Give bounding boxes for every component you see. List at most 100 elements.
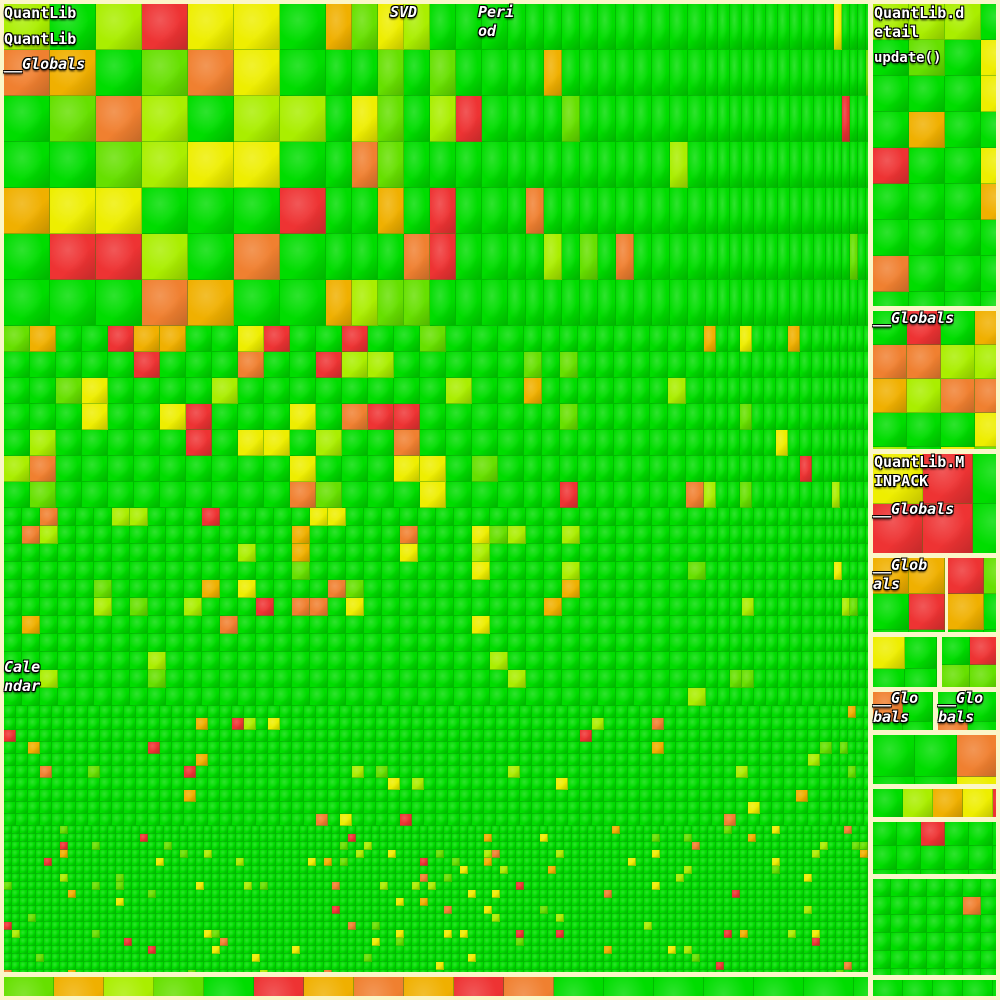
treemap-cell[interactable] — [650, 404, 668, 430]
treemap-cell[interactable] — [556, 742, 568, 754]
treemap-cell[interactable] — [428, 930, 436, 938]
treemap-cell[interactable] — [112, 802, 124, 814]
treemap-cell[interactable] — [812, 938, 820, 946]
treemap-cell[interactable] — [712, 730, 724, 742]
treemap-cell[interactable] — [548, 874, 556, 882]
treemap-cell[interactable] — [202, 598, 220, 616]
treemap-cell[interactable] — [764, 842, 772, 850]
treemap-cell[interactable] — [292, 938, 300, 946]
treemap-cell[interactable] — [969, 822, 993, 846]
treemap-cell[interactable] — [396, 858, 404, 866]
treemap-cell[interactable] — [292, 688, 310, 706]
treemap-cell[interactable] — [382, 508, 400, 526]
treemap-cell[interactable] — [484, 858, 492, 866]
treemap-cell[interactable] — [428, 866, 436, 874]
treemap-cell[interactable] — [208, 778, 220, 790]
treemap-cell[interactable] — [572, 826, 580, 834]
treemap-cell[interactable] — [420, 352, 446, 378]
treemap-cell[interactable] — [804, 834, 812, 842]
treemap-cell[interactable] — [728, 352, 740, 378]
treemap-cell[interactable] — [644, 874, 652, 882]
treemap-cell[interactable] — [154, 977, 204, 996]
treemap-cell[interactable] — [676, 814, 688, 826]
treemap-cell[interactable] — [444, 946, 452, 954]
treemap-cell[interactable] — [802, 508, 814, 526]
treemap-cell[interactable] — [580, 946, 588, 954]
treemap-cell[interactable] — [202, 634, 220, 652]
treemap-cell[interactable] — [40, 544, 58, 562]
treemap-cell[interactable] — [706, 188, 718, 234]
treemap-cell[interactable] — [736, 790, 748, 802]
treemap-cell[interactable] — [492, 898, 500, 906]
treemap-cell[interactable] — [492, 866, 500, 874]
treemap-cell[interactable] — [540, 834, 548, 842]
treemap-cell[interactable] — [388, 834, 396, 842]
treemap-cell[interactable] — [508, 50, 526, 96]
treemap-cell[interactable] — [826, 96, 834, 142]
treemap-cell[interactable] — [308, 906, 316, 914]
treemap-cell[interactable] — [220, 802, 232, 814]
treemap-cell[interactable] — [284, 946, 292, 954]
treemap-cell[interactable] — [614, 456, 632, 482]
treemap-cell[interactable] — [196, 922, 204, 930]
treemap-cell[interactable] — [628, 858, 636, 866]
treemap-cell[interactable] — [142, 188, 188, 234]
region-quantlib-main[interactable] — [2, 2, 870, 974]
treemap-cell[interactable] — [156, 954, 164, 962]
treemap-cell[interactable] — [444, 890, 452, 898]
treemap-cell[interactable] — [844, 858, 852, 866]
treemap-cell[interactable] — [52, 858, 60, 866]
treemap-cell[interactable] — [548, 866, 556, 874]
treemap-cell[interactable] — [268, 858, 276, 866]
treemap-cell[interactable] — [454, 688, 472, 706]
treemap-cell[interactable] — [764, 906, 772, 914]
treemap-cell[interactable] — [772, 946, 780, 954]
treemap-cell[interactable] — [76, 890, 84, 898]
treemap-cell[interactable] — [850, 688, 858, 706]
treemap-cell[interactable] — [548, 962, 556, 970]
treemap-cell[interactable] — [820, 970, 828, 972]
treemap-cell[interactable] — [116, 914, 124, 922]
treemap-cell[interactable] — [292, 946, 300, 954]
treemap-cell[interactable] — [180, 938, 188, 946]
treemap-cell[interactable] — [244, 858, 252, 866]
treemap-cell[interactable] — [864, 326, 868, 352]
treemap-cell[interactable] — [460, 914, 468, 922]
treemap-cell[interactable] — [644, 898, 652, 906]
treemap-cell[interactable] — [716, 866, 724, 874]
treemap-cell[interactable] — [20, 882, 28, 890]
treemap-cell[interactable] — [58, 580, 76, 598]
treemap-cell[interactable] — [148, 754, 160, 766]
treemap-cell[interactable] — [328, 562, 346, 580]
treemap-cell[interactable] — [52, 922, 60, 930]
treemap-cell[interactable] — [340, 834, 348, 842]
treemap-cell[interactable] — [620, 962, 628, 970]
treemap-cell[interactable] — [796, 954, 804, 962]
treemap-cell[interactable] — [44, 938, 52, 946]
treemap-cell[interactable] — [564, 882, 572, 890]
treemap-cell[interactable] — [16, 754, 28, 766]
treemap-cell[interactable] — [420, 826, 428, 834]
treemap-cell[interactable] — [736, 718, 748, 730]
treemap-cell[interactable] — [316, 754, 328, 766]
treemap-cell[interactable] — [444, 834, 452, 842]
treemap-cell[interactable] — [756, 866, 764, 874]
treemap-cell[interactable] — [580, 598, 598, 616]
treemap-cell[interactable] — [388, 930, 396, 938]
treemap-cell[interactable] — [280, 718, 292, 730]
treemap-cell[interactable] — [388, 850, 396, 858]
treemap-cell[interactable] — [596, 914, 604, 922]
treemap-cell[interactable] — [316, 858, 324, 866]
treemap-cell[interactable] — [500, 898, 508, 906]
treemap-cell[interactable] — [346, 652, 364, 670]
treemap-cell[interactable] — [436, 754, 448, 766]
treemap-cell[interactable] — [724, 890, 732, 898]
treemap-cell[interactable] — [580, 508, 598, 526]
treemap-cell[interactable] — [460, 826, 468, 834]
treemap-cell[interactable] — [380, 954, 388, 962]
treemap-cell[interactable] — [76, 962, 84, 970]
treemap-cell[interactable] — [388, 938, 396, 946]
treemap-cell[interactable] — [68, 962, 76, 970]
treemap-cell[interactable] — [596, 858, 604, 866]
treemap-cell[interactable] — [664, 742, 676, 754]
